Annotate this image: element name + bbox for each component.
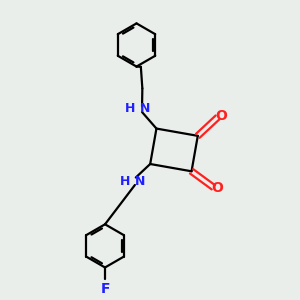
Text: N: N xyxy=(140,102,150,115)
Text: H: H xyxy=(120,176,131,188)
Text: H: H xyxy=(125,102,135,115)
Text: N: N xyxy=(135,176,146,188)
Text: O: O xyxy=(211,181,223,195)
Text: F: F xyxy=(100,282,110,296)
Text: O: O xyxy=(215,110,227,123)
